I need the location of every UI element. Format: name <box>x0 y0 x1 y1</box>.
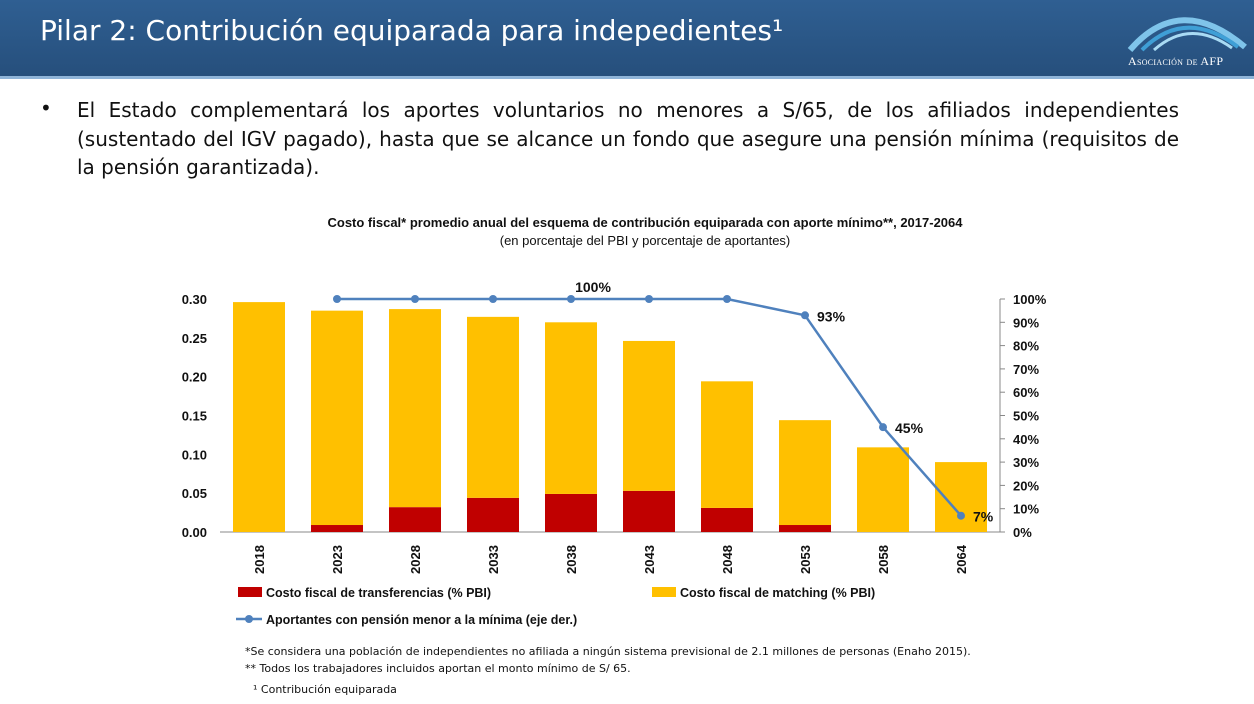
x-tick-label: 2018 <box>252 545 267 574</box>
bar-matching-2058 <box>857 447 909 532</box>
bar-transferencias-2033 <box>467 497 519 532</box>
x-tick-label: 2053 <box>798 545 813 574</box>
line-data-label: 100% <box>575 279 611 295</box>
y2-tick-label: 60% <box>1013 385 1039 400</box>
bar-matching-2028 <box>389 309 441 508</box>
y2-tick-label: 0% <box>1013 525 1032 540</box>
line-point <box>957 511 965 520</box>
line-point <box>567 295 575 303</box>
legend-label-matching: Costo fiscal de matching (% PBI) <box>680 586 875 600</box>
logo-text: Asociación de AFP <box>1128 54 1224 68</box>
y2-tick-label: 50% <box>1013 409 1039 424</box>
y2-tick-label: 90% <box>1013 315 1039 330</box>
y2-tick-label: 40% <box>1013 432 1039 447</box>
y-tick-label: 0.05 <box>182 486 207 501</box>
bar-transferencias-2028 <box>389 507 441 532</box>
legend-swatch-marker <box>245 615 253 623</box>
bar-transferencias-2053 <box>779 525 831 532</box>
line-data-label: 93% <box>817 308 846 324</box>
x-tick-label: 2038 <box>564 545 579 574</box>
bullet-symbol: • <box>40 96 52 120</box>
line-point <box>723 295 731 303</box>
afp-logo-icon <box>1127 17 1247 52</box>
x-tick-label: 2043 <box>642 545 657 574</box>
x-tick-label: 2028 <box>408 545 423 574</box>
y-tick-label: 0.00 <box>182 525 207 540</box>
bullet-text: El Estado complementará los aportes volu… <box>77 98 1179 179</box>
y2-tick-label: 30% <box>1013 455 1039 470</box>
bar-transferencias-2043 <box>623 490 675 532</box>
bar-matching-2033 <box>467 316 519 498</box>
bar-matching-2043 <box>623 340 675 491</box>
x-tick-label: 2064 <box>954 544 969 574</box>
bar-matching-2038 <box>545 322 597 494</box>
x-tick-label: 2023 <box>330 545 345 574</box>
y-tick-label: 0.10 <box>182 447 207 462</box>
y2-tick-label: 20% <box>1013 478 1039 493</box>
line-point <box>879 423 887 432</box>
x-tick-label: 2058 <box>876 545 891 574</box>
line-data-label: 45% <box>895 420 924 436</box>
footnote-2: ** Todos los trabajadores incluidos apor… <box>245 662 631 675</box>
line-data-label: 7% <box>973 509 994 525</box>
y-tick-label: 0.20 <box>182 370 207 385</box>
y2-tick-label: 10% <box>1013 502 1039 517</box>
y2-tick-label: 70% <box>1013 362 1039 377</box>
slide-header: Pilar 2: Contribución equiparada para in… <box>0 0 1254 79</box>
line-point <box>801 311 809 320</box>
legend-swatch-matching <box>652 587 676 597</box>
footnote-1: *Se considera una población de independi… <box>245 645 971 658</box>
bar-transferencias-2038 <box>545 493 597 532</box>
y-tick-label: 0.30 <box>182 292 207 307</box>
x-tick-label: 2048 <box>720 545 735 574</box>
chart: 0.00 0.05 0.10 0.15 0.20 0.25 0.30 0% 10% 20% 30% 4… <box>182 279 1047 627</box>
chart-subtitle: (en porcentaje del PBI y porcentaje de a… <box>499 233 791 248</box>
bar-transferencias-2023 <box>311 525 363 532</box>
bar-matching-2048 <box>701 381 753 508</box>
legend-label-transferencias: Costo fiscal de transferencias (% PBI) <box>266 586 491 600</box>
bar-matching-2018 <box>233 302 285 532</box>
y2-tick-label: 100% <box>1013 292 1047 307</box>
line-point <box>489 295 497 303</box>
line-point <box>645 295 653 303</box>
legend-swatch-transferencias <box>238 587 262 597</box>
footnote-3: ¹ Contribución equiparada <box>253 683 397 696</box>
y-tick-label: 0.25 <box>182 331 207 346</box>
bar-transferencias-2048 <box>701 507 753 532</box>
x-tick-label: 2033 <box>486 545 501 574</box>
line-point <box>333 295 341 303</box>
y-tick-label: 0.15 <box>182 409 207 424</box>
y2-tick-label: 80% <box>1013 339 1039 354</box>
chart-title: Costo fiscal* promedio anual del esquema… <box>327 215 963 230</box>
line-point <box>411 295 419 303</box>
bar-matching-2053 <box>779 420 831 526</box>
slide-title: Pilar 2: Contribución equiparada para in… <box>40 14 784 47</box>
bar-matching-2023 <box>311 310 363 526</box>
legend-label-aportantes: Aportantes con pensión menor a la mínima… <box>266 613 577 627</box>
